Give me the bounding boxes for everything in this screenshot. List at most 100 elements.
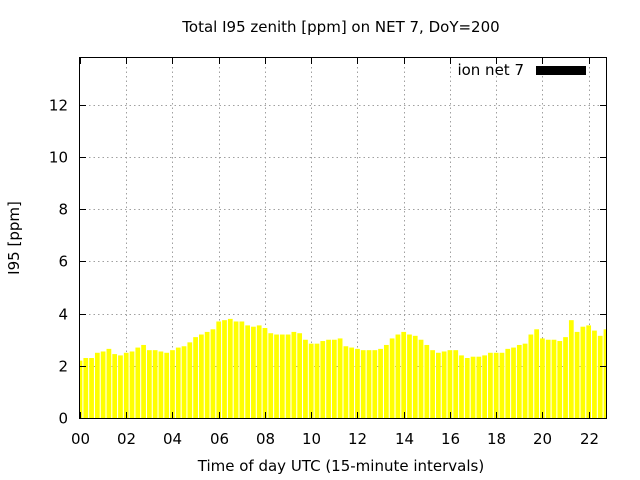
bar — [459, 355, 464, 418]
bar — [424, 344, 430, 418]
bar — [227, 318, 233, 418]
bar — [441, 351, 447, 418]
bar — [279, 334, 285, 418]
y-tick-label: 4 — [58, 306, 68, 324]
bar — [193, 337, 198, 418]
bar — [106, 348, 112, 418]
bar — [129, 351, 135, 418]
bar — [80, 360, 83, 418]
bar — [245, 325, 250, 418]
bar — [488, 352, 493, 418]
bar — [464, 358, 470, 418]
bar — [210, 329, 216, 418]
bar — [303, 339, 308, 418]
y-tick-labels: 0 2 4 6 8 10 12 — [49, 97, 68, 428]
bar — [112, 354, 118, 418]
x-tick-label: 16 — [441, 430, 460, 448]
bar — [308, 343, 314, 418]
bar — [314, 343, 320, 418]
bar — [378, 348, 383, 418]
bar — [470, 356, 476, 418]
bar — [94, 352, 100, 418]
bar — [89, 358, 94, 418]
bar — [141, 344, 146, 418]
bar — [274, 334, 279, 418]
ticks — [80, 58, 606, 419]
bar — [511, 347, 516, 418]
bar — [407, 334, 412, 418]
bar — [586, 325, 592, 418]
bar — [534, 329, 540, 418]
bar — [522, 343, 528, 418]
x-tick-label: 06 — [210, 430, 229, 448]
x-tick-label: 08 — [256, 430, 275, 448]
legend: ion net 7 — [457, 61, 586, 79]
bar — [285, 334, 291, 418]
bar — [320, 341, 326, 418]
bar — [83, 358, 89, 418]
bar — [418, 339, 424, 418]
bars — [80, 318, 606, 418]
x-tick-label: 12 — [348, 430, 367, 448]
bar — [372, 350, 378, 418]
bar — [568, 320, 574, 418]
plot-frame — [79, 57, 607, 419]
bar — [251, 326, 256, 418]
bar — [603, 329, 606, 418]
bar — [505, 348, 511, 418]
bar — [199, 334, 204, 418]
bar — [181, 346, 187, 418]
y-axis-label: I95 [ppm] — [5, 201, 23, 275]
bar — [262, 328, 268, 418]
bar — [222, 320, 227, 418]
x-tick-label: 04 — [163, 430, 182, 448]
bar — [187, 342, 193, 418]
bar — [204, 331, 210, 418]
bar — [395, 334, 401, 418]
bar — [360, 350, 366, 418]
bar — [233, 321, 239, 418]
bar — [326, 339, 331, 418]
bar — [545, 339, 551, 418]
bar — [580, 326, 586, 418]
bar — [482, 355, 487, 418]
x-tick-label: 22 — [580, 430, 599, 448]
bar — [239, 321, 245, 418]
bar — [430, 350, 435, 418]
y-tick-label: 10 — [49, 149, 68, 167]
bar — [118, 355, 123, 418]
legend-swatch — [536, 66, 586, 75]
x-axis-label: Time of day UTC (15-minute intervals) — [197, 457, 484, 475]
x-tick-label: 18 — [487, 430, 506, 448]
x-tick-label: 02 — [117, 430, 136, 448]
bar — [355, 348, 360, 418]
bar — [135, 347, 141, 418]
legend-label: ion net 7 — [457, 61, 524, 79]
bar — [366, 350, 372, 418]
x-tick-label: 20 — [533, 430, 552, 448]
x-tick-label: 00 — [71, 430, 90, 448]
bar — [551, 339, 557, 418]
bar — [540, 338, 545, 418]
bar — [164, 352, 170, 418]
x-tick-labels: 00 02 04 06 08 10 12 14 16 18 20 22 — [71, 430, 599, 448]
bar — [175, 347, 181, 418]
bar — [516, 344, 522, 418]
bar — [453, 350, 459, 418]
bar — [152, 350, 158, 418]
grid-lines — [80, 58, 606, 418]
bar — [123, 352, 129, 418]
y-tick-label: 12 — [49, 97, 68, 115]
bar — [337, 338, 343, 418]
x-tick-label: 14 — [395, 430, 414, 448]
bar — [268, 333, 274, 418]
bar — [389, 338, 395, 418]
bar — [146, 350, 152, 418]
bar — [563, 337, 568, 418]
bar — [574, 331, 580, 418]
x-tick-label: 10 — [302, 430, 321, 448]
bar — [291, 331, 297, 418]
bar — [256, 325, 262, 418]
bar — [343, 346, 349, 418]
